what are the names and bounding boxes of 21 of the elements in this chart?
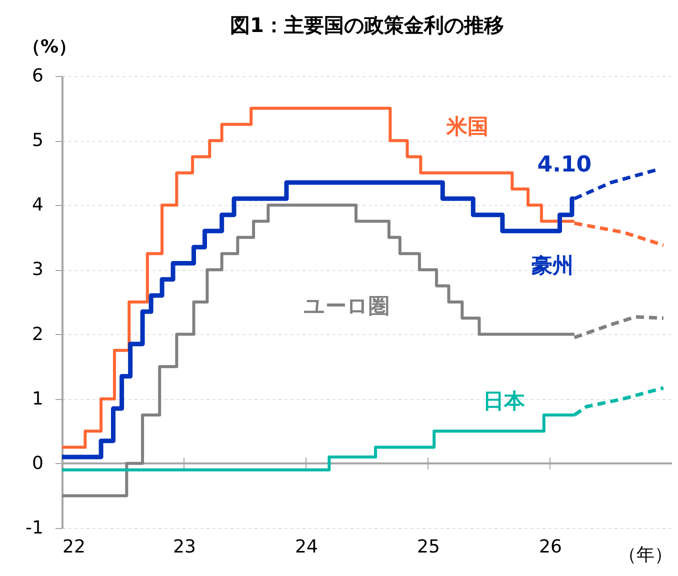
y-tick-label: 0 bbox=[32, 452, 44, 474]
y-tick-label: 1 bbox=[32, 388, 44, 410]
series-label: 豪州 bbox=[530, 253, 574, 278]
x-tick-label: 24 bbox=[295, 536, 318, 558]
series-label: ユーロ圏 bbox=[304, 294, 390, 318]
y-tick-label: -1 bbox=[26, 518, 44, 538]
y-tick-label: 4 bbox=[32, 194, 44, 216]
y-tick-label: 6 bbox=[32, 66, 44, 86]
x-tick-label: 23 bbox=[173, 536, 196, 558]
chart-title: 図1：主要国の政策金利の推移 bbox=[230, 13, 504, 37]
series-label: 日本 bbox=[482, 389, 526, 414]
x-tick-label: 22 bbox=[62, 536, 86, 558]
x-tick-label: 26 bbox=[539, 536, 562, 558]
series-label: 米国 bbox=[445, 114, 488, 139]
y-tick-label: 3 bbox=[32, 259, 44, 280]
y-tick-label: 2 bbox=[32, 324, 44, 345]
annotation: 4.10 bbox=[537, 152, 592, 178]
x-axis-title: （年） bbox=[618, 544, 672, 566]
x-tick-label: 25 bbox=[417, 536, 440, 558]
y-tick-label: 5 bbox=[32, 130, 44, 152]
y-axis-title: （%） bbox=[22, 36, 77, 58]
